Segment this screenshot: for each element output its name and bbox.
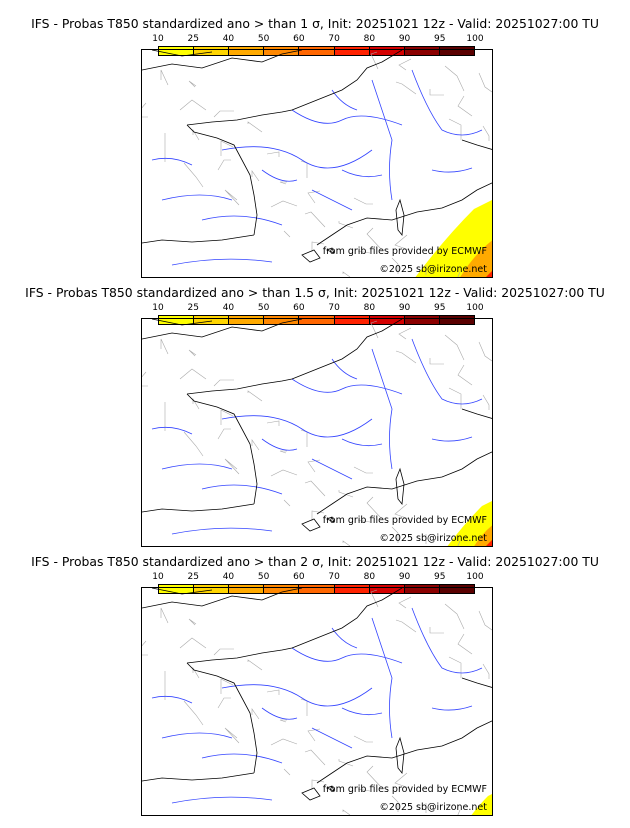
map-svg — [142, 50, 492, 277]
probability-area-low — [415, 200, 492, 277]
copyright-credit: ©2025 sb@irizone.net — [379, 264, 487, 275]
rivers — [151, 338, 483, 535]
colorbar-segment — [334, 585, 370, 593]
colorbar-segment — [194, 316, 230, 324]
panel-title: IFS - Probas T850 standardized ano > tha… — [25, 285, 605, 300]
admin-borders — [142, 50, 492, 277]
map-panel-1: IFS - Probas T850 standardized ano > tha… — [0, 8, 630, 278]
colorbar-tick: 10 — [152, 572, 164, 582]
colorbar-tick: 10 — [152, 303, 164, 313]
colorbar-tick: 95 — [434, 34, 446, 44]
colorbar-segment — [369, 585, 405, 593]
colorbar-tick: 80 — [363, 34, 376, 44]
colorbar-tick: 70 — [328, 34, 340, 44]
colorbar-tick: 25 — [187, 572, 199, 582]
colorbar-tick: 50 — [257, 34, 270, 44]
map-panel-2: IFS - Probas T850 standardized ano > tha… — [0, 277, 630, 547]
colorbar-tick: 100 — [466, 34, 484, 44]
colorbar-segment — [439, 47, 474, 55]
copyright-credit: ©2025 sb@irizone.net — [379, 533, 487, 544]
source-credit: from grib files provided by ECMWF — [322, 784, 487, 795]
source-credit: from grib files provided by ECMWF — [322, 246, 487, 257]
copyright-credit: ©2025 sb@irizone.net — [379, 802, 487, 813]
colorbar-tick: 10 — [152, 34, 164, 44]
colorbar-tick: 50 — [257, 572, 270, 582]
colorbar-segment — [159, 47, 195, 55]
colorbar-segment — [229, 316, 265, 324]
colorbar: 10 25 40 50 60 70 80 90 95 100 — [152, 303, 484, 325]
colorbar-tick: 50 — [257, 303, 270, 313]
colorbar-tick: 70 — [328, 303, 340, 313]
colorbar-segment — [299, 585, 335, 593]
colorbar-tick: 90 — [398, 572, 411, 582]
colorbar-tick: 80 — [363, 572, 376, 582]
colorbar-segment — [369, 47, 405, 55]
colorbar-tick: 95 — [434, 572, 446, 582]
probability-area-high — [486, 540, 492, 546]
colorbar-tick: 40 — [222, 303, 235, 313]
colorbar-segment — [194, 585, 230, 593]
probability-area-mid — [460, 240, 492, 277]
colorbar-segment — [229, 585, 265, 593]
panel-title: IFS - Probas T850 standardized ano > tha… — [31, 16, 599, 31]
map-panel-3: IFS - Probas T850 standardized ano > tha… — [0, 546, 630, 816]
coastline — [142, 319, 492, 532]
colorbar-segment — [404, 585, 440, 593]
colorbar-tick: 25 — [187, 303, 199, 313]
rivers — [151, 607, 483, 804]
map-svg — [142, 588, 492, 815]
admin-borders — [142, 588, 492, 815]
colorbar-tick: 100 — [466, 572, 484, 582]
colorbar: 10 25 40 50 60 70 80 90 95 100 — [152, 34, 484, 56]
map: from grib files provided by ECMWF ©2025 … — [141, 587, 493, 816]
coastline — [142, 50, 492, 263]
colorbar-tick: 60 — [293, 572, 305, 582]
colorbar-tick: 90 — [398, 303, 411, 313]
colorbar-segment — [299, 316, 335, 324]
colorbar-segment — [369, 316, 405, 324]
colorbar-tick: 80 — [363, 303, 376, 313]
colorbar-tick: 60 — [293, 34, 305, 44]
colorbar-tick: 95 — [434, 303, 446, 313]
map: from grib files provided by ECMWF ©2025 … — [141, 318, 493, 547]
colorbar-tick: 100 — [466, 303, 484, 313]
colorbar-segment — [404, 316, 440, 324]
colorbar-tick: 40 — [222, 572, 235, 582]
colorbar: 10 25 40 50 60 70 80 90 95 100 — [152, 572, 484, 594]
colorbar-segment — [334, 316, 370, 324]
probability-area-mid — [474, 525, 492, 546]
colorbar-segment — [159, 316, 195, 324]
colorbar-segment — [439, 585, 474, 593]
colorbar-tick: 70 — [328, 572, 340, 582]
probability-area-high — [486, 271, 492, 277]
source-credit: from grib files provided by ECMWF — [322, 515, 487, 526]
colorbar-tick: 90 — [398, 34, 411, 44]
colorbar-segment — [404, 47, 440, 55]
map: from grib files provided by ECMWF ©2025 … — [141, 49, 493, 278]
probability-area-low — [447, 501, 492, 546]
map-svg — [142, 319, 492, 546]
colorbar-segment — [159, 585, 195, 593]
colorbar-segment — [439, 316, 474, 324]
coastline — [142, 588, 492, 801]
panel-title: IFS - Probas T850 standardized ano > tha… — [31, 554, 599, 569]
probability-area-low — [471, 794, 492, 815]
rivers — [151, 69, 483, 266]
colorbar-tick: 60 — [293, 303, 305, 313]
colorbar-segment — [194, 47, 230, 55]
colorbar-segment — [334, 47, 370, 55]
colorbar-segment — [299, 47, 335, 55]
admin-borders — [142, 319, 492, 546]
colorbar-segment — [229, 47, 265, 55]
colorbar-tick: 40 — [222, 34, 235, 44]
colorbar-tick: 25 — [187, 34, 199, 44]
